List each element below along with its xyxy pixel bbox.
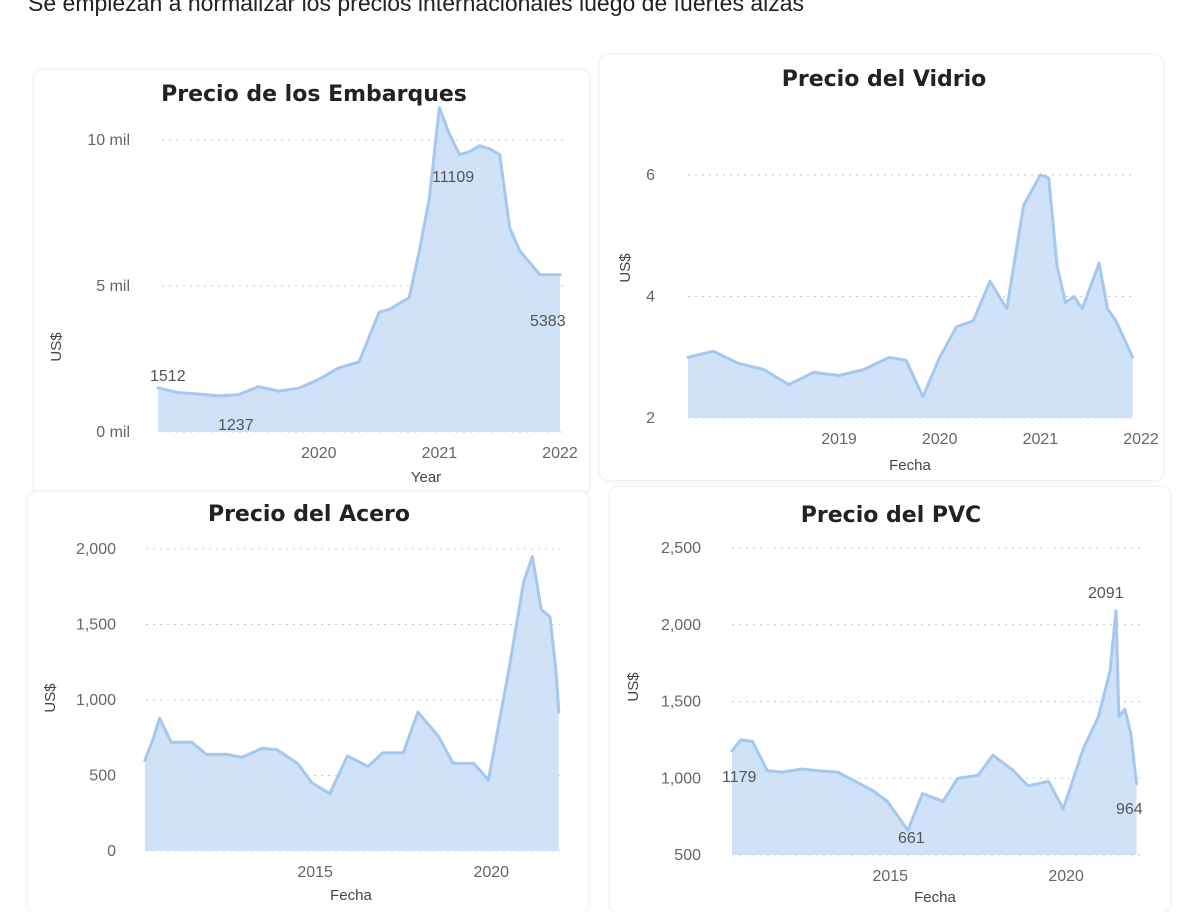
x-tick-label: 2020 [1048, 868, 1084, 885]
x-tick-label: 2021 [422, 445, 458, 462]
chart-pvc: Precio del PVC 500 1,000 1,500 2,000 2,500 2… [625, 503, 1143, 906]
y-tick-label: 4 [646, 289, 655, 306]
y-tick-label: 1,000 [76, 692, 116, 709]
series-line [156, 106, 562, 398]
chart-card-acero: Precio del Acero 0 500 1,000 1,500 2,000 201… [28, 492, 588, 912]
chart-vidrio: Precio del Vidrio 2 4 6 2019 2020 2021 2022 F… [617, 67, 1159, 474]
series-area [144, 556, 559, 851]
y-tick-label: 1,500 [661, 694, 701, 711]
chart-acero: Precio del Acero 0 500 1,000 1,500 2,000 201… [42, 502, 561, 904]
x-tick-label: 2022 [1123, 431, 1159, 448]
series-area [688, 175, 1133, 418]
y-tick-label: 500 [89, 768, 116, 785]
y-tick-label: 2,000 [76, 541, 116, 558]
series-area [732, 610, 1137, 855]
chart-title: Precio de los Embarques [161, 82, 467, 107]
x-axis-label: Year [411, 469, 441, 486]
x-tick-label: 2022 [542, 445, 578, 462]
data-label-end: 964 [1116, 801, 1143, 818]
data-label-end: 5383 [530, 313, 566, 330]
y-tick-label: 500 [674, 847, 701, 864]
data-label-max: 2091 [1088, 585, 1124, 602]
chart-embarques: Precio de los Embarques 0 mil 5 mil 10 mil… [48, 82, 578, 486]
y-axis-label: US$ [42, 683, 59, 713]
chart-card-vidrio: Precio del Vidrio 2 4 6 2019 2020 2021 2022 F… [600, 55, 1163, 480]
y-axis-label: US$ [625, 672, 642, 702]
data-label-start: 1512 [150, 368, 186, 385]
y-axis-label: US$ [617, 253, 634, 283]
y-tick-label: 2,500 [661, 540, 701, 557]
series-line [143, 555, 561, 796]
y-tick-label: 5 mil [96, 278, 130, 295]
y-tick-label: 0 mil [96, 424, 130, 441]
y-tick-label: 2 [646, 410, 655, 427]
y-tick-label: 1,500 [76, 617, 116, 634]
y-tick-label: 2,000 [661, 617, 701, 634]
series-line [730, 609, 1138, 832]
x-tick-label: 2020 [473, 864, 509, 881]
y-tick-label: 10 mil [87, 132, 130, 149]
x-tick-label: 2020 [922, 431, 958, 448]
x-tick-label: 2020 [301, 445, 337, 462]
chart-title: Precio del PVC [801, 503, 981, 528]
y-tick-label: 6 [646, 167, 655, 184]
x-tick-label: 2015 [297, 864, 333, 881]
chart-card-embarques: Precio de los Embarques 0 mil 5 mil 10 mil… [34, 70, 589, 494]
x-tick-label: 2021 [1023, 431, 1059, 448]
x-tick-label: 2015 [872, 868, 908, 885]
x-tick-label: 2019 [821, 431, 857, 448]
chart-title: Precio del Vidrio [782, 67, 987, 92]
y-tick-label: 1,000 [661, 770, 701, 787]
series-line [686, 173, 1135, 399]
chart-card-pvc: Precio del PVC 500 1,000 1,500 2,000 2,500 2… [610, 487, 1170, 912]
y-axis-label: US$ [48, 332, 65, 362]
data-label-start: 1179 [722, 769, 757, 786]
series-area [158, 107, 560, 432]
x-axis-label: Fecha [914, 889, 956, 906]
y-tick-label: 0 [107, 843, 116, 860]
x-axis-label: Fecha [330, 887, 372, 904]
chart-title: Precio del Acero [208, 502, 410, 527]
data-label-min: 661 [898, 830, 925, 847]
data-label-max: 11109 [432, 169, 474, 186]
page-headline: Se empiezan a normalizar los precios int… [28, 0, 805, 16]
data-label-min: 1237 [218, 417, 254, 434]
x-axis-label: Fecha [889, 457, 931, 474]
